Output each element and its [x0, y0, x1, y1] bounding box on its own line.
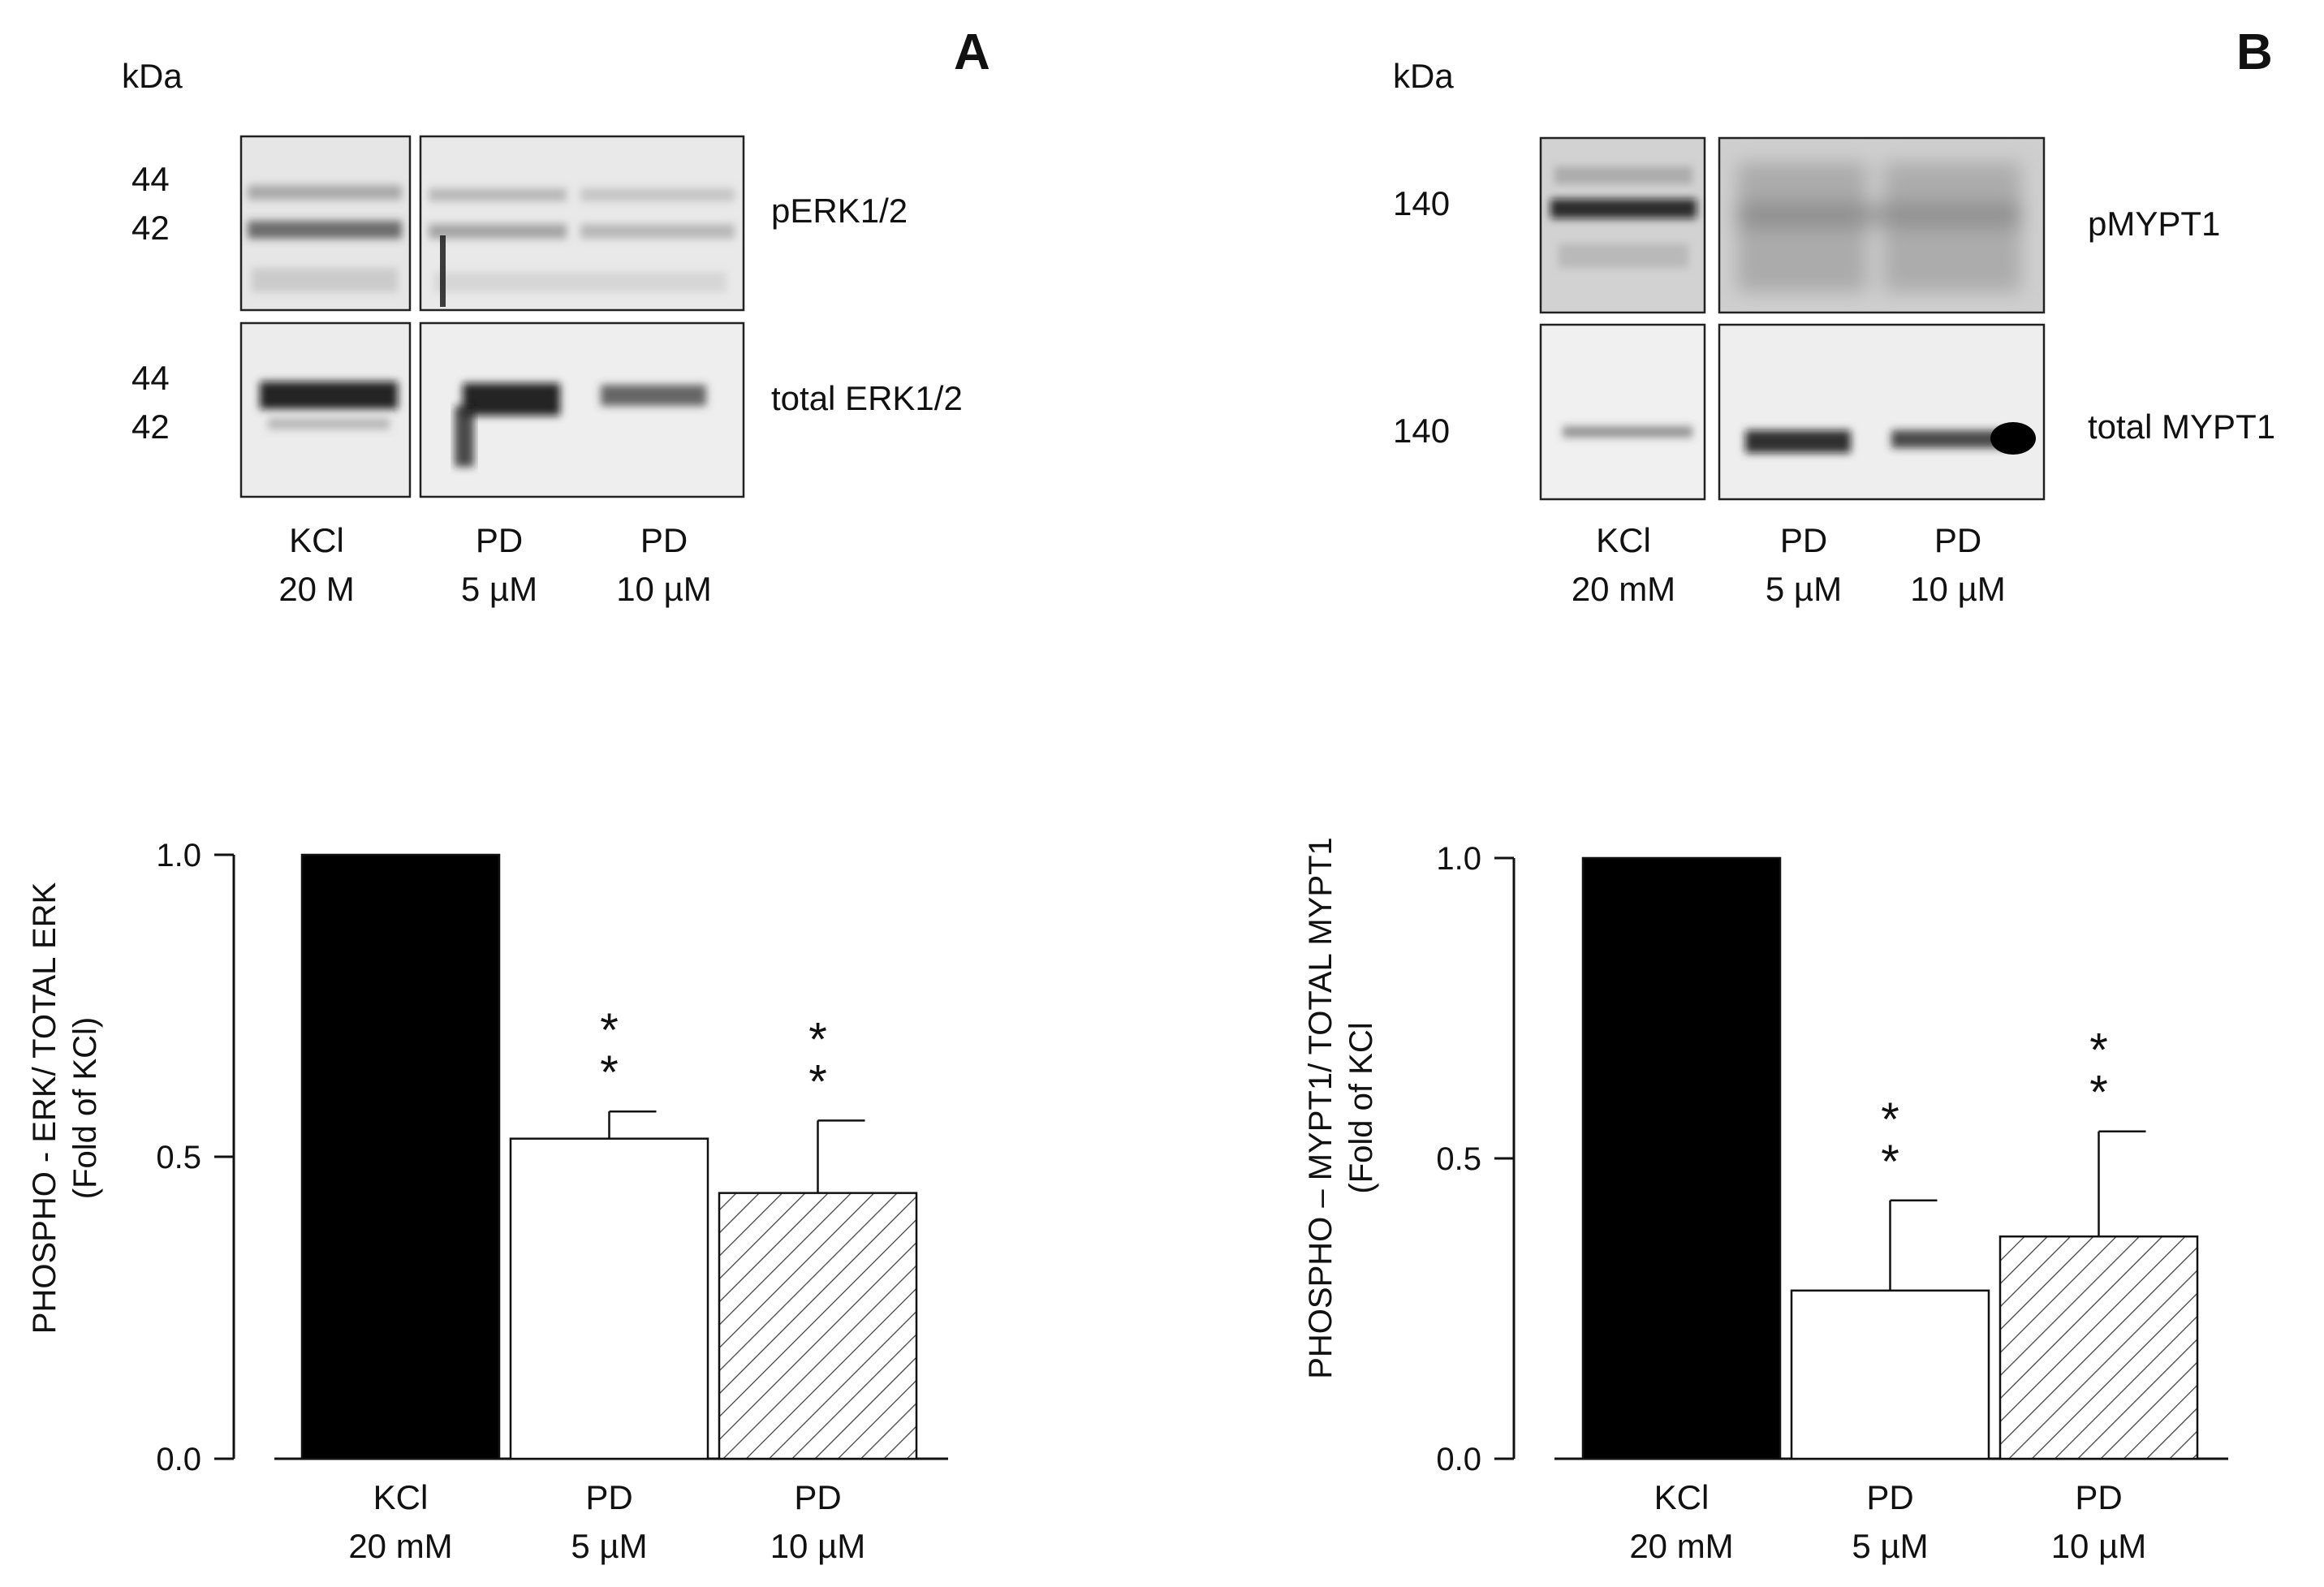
significance-star: * — [2089, 1024, 2108, 1077]
total-erk-target-label: total ERK1/2 — [771, 379, 963, 417]
blot-a-lane-2-line2: 5 µM — [461, 570, 537, 608]
chart-a-ylabel: PHOSPHO - ERK/ TOTAL ERK (Fold of KCl) — [27, 882, 103, 1334]
chart-a-ylabel-line1: PHOSPHO - ERK/ TOTAL ERK — [27, 882, 63, 1334]
significance-star: * — [600, 1046, 619, 1099]
total-erk-marker-44: 44 — [132, 359, 170, 397]
category-label-line2: 20 mM — [348, 1527, 452, 1565]
y-tick-label: 1.0 — [156, 838, 201, 873]
bar — [300, 853, 501, 1460]
category-label-line2: 5 µM — [571, 1527, 647, 1565]
blot-b-lane-1-line2: 20 mM — [1572, 570, 1675, 608]
pmypt1-marker-140: 140 — [1393, 184, 1450, 222]
perk-target-label: pERK1/2 — [771, 192, 908, 230]
category-label-line1: PD — [2075, 1478, 2122, 1516]
blot-a-lane-3-line1: PD — [640, 521, 688, 559]
chart-a-ylabel-line2: (Fold of KCl) — [67, 1017, 103, 1200]
category-label-line1: PD — [585, 1478, 632, 1516]
significance-star: * — [600, 1004, 619, 1057]
significance-star: * — [1881, 1136, 1899, 1188]
blot-b-lane-1-line1: KCl — [1596, 521, 1651, 559]
significance-star: * — [808, 1055, 827, 1108]
blot-b-lane-3-line2: 10 µM — [1910, 570, 2006, 608]
category-label-line2: 10 µM — [770, 1527, 866, 1565]
panel-b-blots: B kDa 140 pMYPT1 — [1393, 24, 2275, 608]
significance-star: * — [2089, 1067, 2108, 1119]
y-tick-label: 0.5 — [1436, 1141, 1481, 1177]
significance-star: * — [1881, 1093, 1899, 1146]
panel-b-kda-label: kDa — [1393, 57, 1454, 95]
chart-a: PHOSPHO - ERK/ TOTAL ERK (Fold of KCl) 0… — [27, 838, 948, 1565]
pmypt1-blot — [1539, 136, 2046, 314]
perk-marker-42: 42 — [132, 209, 170, 247]
perk-blot — [239, 135, 745, 312]
y-tick-label: 0.0 — [1436, 1442, 1481, 1477]
category-label-line1: KCl — [1654, 1478, 1710, 1516]
category-label-line1: PD — [1866, 1478, 1913, 1516]
panel-a-blots: A kDa 44 42 pERK1/2 — [122, 24, 990, 608]
pmypt1-target-label: pMYPT1 — [2088, 205, 2220, 243]
bar — [718, 1192, 918, 1460]
blot-a-lane-1-line2: 20 M — [278, 570, 354, 608]
category-label-line2: 10 µM — [2051, 1527, 2147, 1565]
y-tick-label: 0.5 — [156, 1140, 201, 1175]
bar — [1998, 1235, 2199, 1460]
category-label-line1: KCl — [373, 1478, 429, 1516]
panel-a-letter: A — [954, 24, 990, 80]
chart-b-ylabel-line2: (Fold of KCl — [1343, 1022, 1379, 1193]
category-label-line2: 20 mM — [1629, 1527, 1733, 1565]
panel-a-kda-label: kDa — [122, 57, 183, 95]
y-tick-label: 1.0 — [1436, 841, 1481, 877]
category-label-line2: 5 µM — [1852, 1527, 1928, 1565]
total-mypt1-blot — [1539, 323, 2046, 501]
total-erk-blot — [239, 321, 745, 498]
blot-b-lane-2-line1: PD — [1780, 521, 1827, 559]
bar — [509, 1137, 709, 1460]
blot-a-lane-2-line1: PD — [476, 521, 523, 559]
total-mypt1-marker-140: 140 — [1393, 412, 1450, 450]
blot-b-lane-2-line2: 5 µM — [1766, 570, 1842, 608]
blot-a-lane-3-line2: 10 µM — [616, 570, 712, 608]
category-label-line1: PD — [794, 1478, 841, 1516]
perk-marker-44: 44 — [132, 160, 170, 198]
total-erk-marker-42: 42 — [132, 408, 170, 446]
bar — [1790, 1289, 1990, 1460]
significance-star: * — [808, 1013, 827, 1066]
total-mypt1-target-label: total MYPT1 — [2088, 408, 2275, 446]
chart-b: PHOSPHO – MYPT1/ TOTAL MYPT1 (Fold of KC… — [1303, 837, 2228, 1565]
blot-a-lane-1-line1: KCl — [289, 521, 344, 559]
bar — [1581, 856, 1782, 1460]
chart-b-ylabel-line1: PHOSPHO – MYPT1/ TOTAL MYPT1 — [1303, 837, 1339, 1379]
chart-b-ylabel: PHOSPHO – MYPT1/ TOTAL MYPT1 (Fold of KC… — [1303, 837, 1379, 1379]
y-tick-label: 0.0 — [156, 1442, 201, 1477]
blot-b-lane-3-line1: PD — [1934, 521, 1981, 559]
panel-b-letter: B — [2236, 24, 2273, 80]
